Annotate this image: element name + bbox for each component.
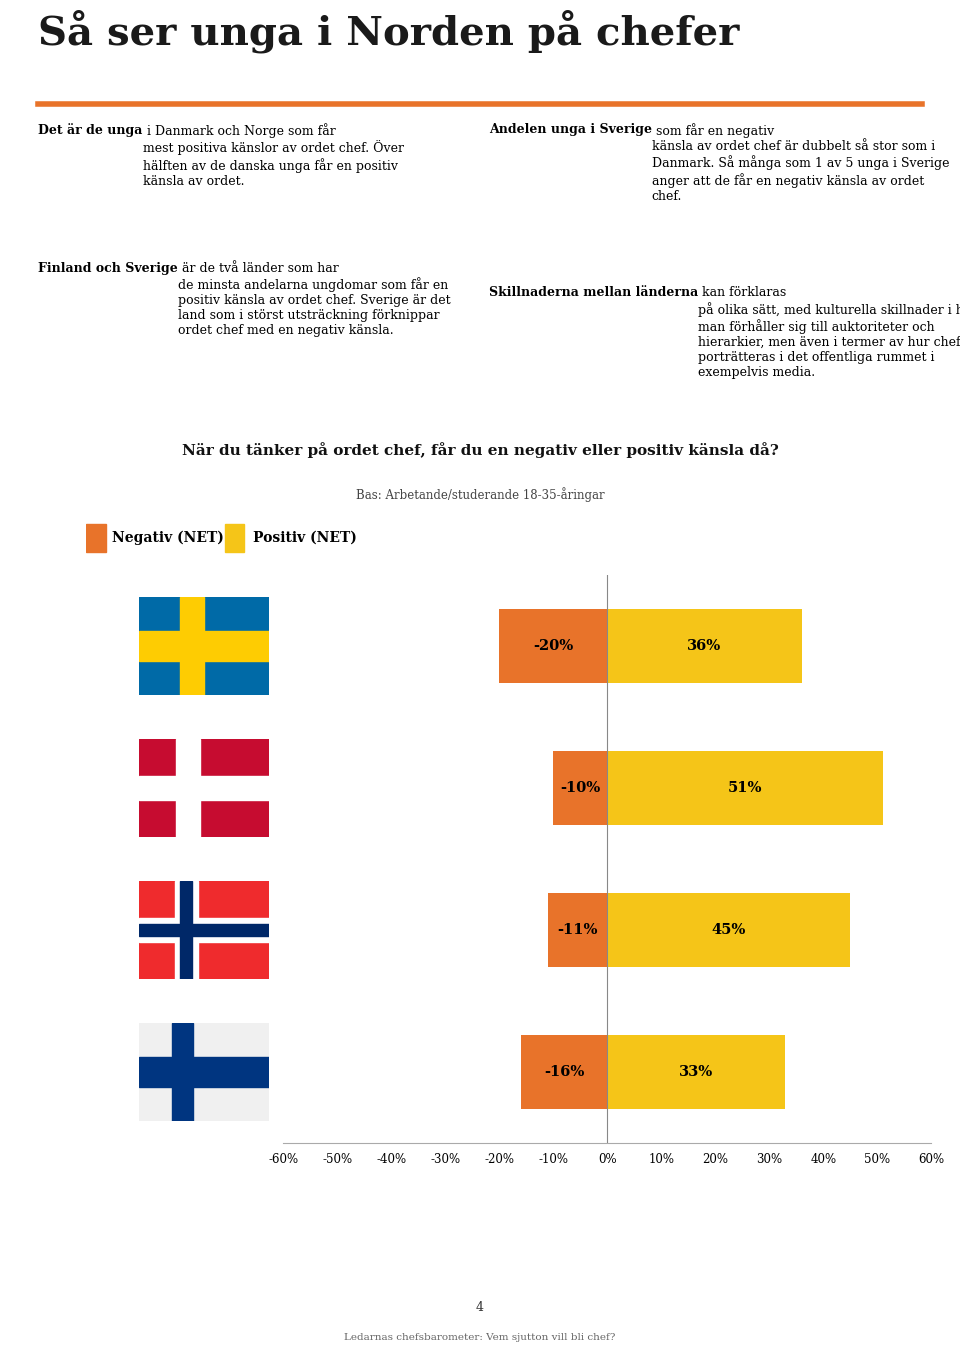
Text: När du tänker på ordet chef, får du en negativ eller positiv känsla då?: När du tänker på ordet chef, får du en n… <box>181 442 779 457</box>
Bar <box>608 752 882 826</box>
Text: 51%: 51% <box>728 782 762 795</box>
Text: Finland och Sverige: Finland och Sverige <box>38 261 179 275</box>
Text: är de två länder som har
de minsta andelarna ungdomar som får en
positiv känsla : är de två länder som har de minsta andel… <box>179 261 451 337</box>
Text: Positiv (NET): Positiv (NET) <box>252 531 356 545</box>
Bar <box>499 609 608 683</box>
Text: -11%: -11% <box>557 923 598 936</box>
Bar <box>86 524 106 553</box>
Text: Så ser unga i Norden på chefer: Så ser unga i Norden på chefer <box>38 10 740 53</box>
Text: som får en negativ
känsla av ordet chef är dubbelt så stor som i
Danmark. Så mån: som får en negativ känsla av ordet chef … <box>652 123 949 203</box>
Text: 45%: 45% <box>711 923 746 936</box>
Bar <box>608 893 851 967</box>
Bar <box>521 1035 608 1109</box>
Bar <box>180 597 204 695</box>
Bar <box>139 924 269 936</box>
Text: Skillnaderna mellan länderna: Skillnaderna mellan länderna <box>489 286 698 300</box>
Bar <box>139 776 269 801</box>
Bar <box>172 1023 193 1121</box>
Text: i Danmark och Norge som får
mest positiva känslor av ordet chef. Över
hälften av: i Danmark och Norge som får mest positiv… <box>143 123 404 188</box>
Bar <box>176 739 200 838</box>
Text: Andelen unga i Sverige: Andelen unga i Sverige <box>489 123 652 136</box>
Bar <box>548 893 608 967</box>
Bar <box>553 752 608 826</box>
Bar <box>180 880 192 979</box>
Text: Det är de unga: Det är de unga <box>38 123 143 137</box>
Bar <box>139 917 269 942</box>
Bar <box>608 1035 785 1109</box>
Text: 4: 4 <box>476 1301 484 1313</box>
Bar <box>175 880 198 979</box>
Text: -10%: -10% <box>560 782 600 795</box>
Text: 33%: 33% <box>679 1065 713 1079</box>
Text: Negativ (NET): Negativ (NET) <box>112 531 225 545</box>
Text: 36%: 36% <box>687 639 722 653</box>
Text: -16%: -16% <box>543 1065 585 1079</box>
Text: -20%: -20% <box>533 639 573 653</box>
Bar <box>139 1057 269 1087</box>
Bar <box>139 631 269 661</box>
Text: kan förklaras
på olika sätt, med kulturella skillnader i hur
man förhåller sig t: kan förklaras på olika sätt, med kulture… <box>698 286 960 379</box>
Text: Bas: Arbetande/studerande 18-35-åringar: Bas: Arbetande/studerande 18-35-åringar <box>356 487 604 502</box>
Bar <box>225 524 244 553</box>
Bar <box>608 609 802 683</box>
Text: Ledarnas chefsbarometer: Vem sjutton vill bli chef?: Ledarnas chefsbarometer: Vem sjutton vil… <box>345 1332 615 1342</box>
